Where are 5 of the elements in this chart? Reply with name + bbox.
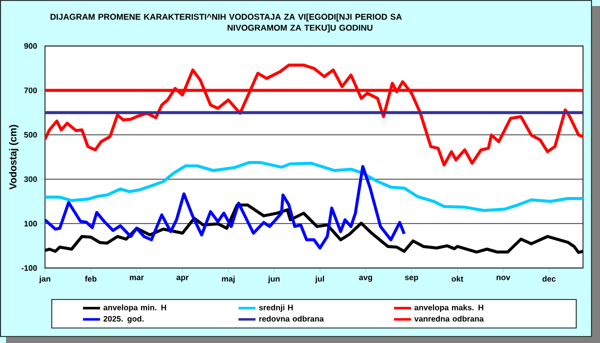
chart-title: DIJAGRAM PROMENE KARAKTERISTI^NIH VODOSTAJA ZA VI[EGODI[NJI PERIOD SA NIVOGRAMOM ZA TEKU]U GODINU: [50, 14, 402, 32]
y-axis-title: Vodostaj (cm): [9, 124, 18, 190]
line-series: [45, 161, 584, 212]
line-series: [45, 165, 406, 250]
line-series: [45, 64, 584, 166]
